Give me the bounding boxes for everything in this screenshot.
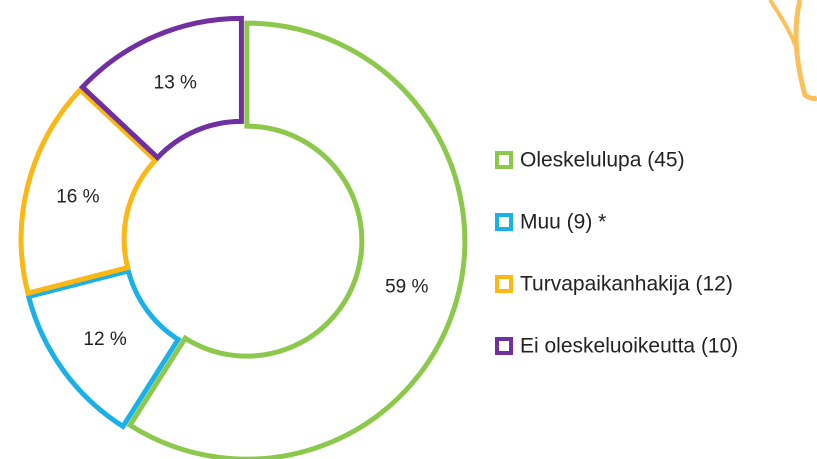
chart: 59 % 12 % 16 % 13 % Oleskelulupa (45) Muu (9)… [0, 0, 817, 459]
data-label: 13 % [154, 73, 197, 94]
legend-marker [497, 153, 511, 167]
data-label: 16 % [56, 187, 99, 208]
decoration [770, 0, 795, 45]
legend-label: Ei oleskeluoikeutta (10) [520, 335, 738, 358]
legend-label: Muu (9) * [520, 211, 606, 234]
legend-marker [497, 277, 511, 291]
data-label: 12 % [83, 329, 126, 350]
decoration [796, 0, 817, 99]
legend-label: Turvapaikanhakija (12) [520, 273, 733, 296]
data-label: 59 % [385, 277, 428, 298]
legend-label: Oleskelulupa (45) [520, 149, 685, 172]
legend-marker [497, 215, 511, 229]
legend-marker [497, 339, 511, 353]
